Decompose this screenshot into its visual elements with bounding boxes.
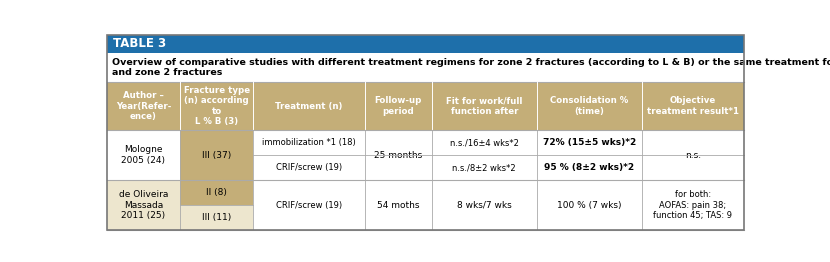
Text: and zone 2 fractures: and zone 2 fractures xyxy=(111,68,222,77)
Bar xyxy=(107,82,744,130)
Text: n.s.: n.s. xyxy=(685,151,701,160)
Text: II (8): II (8) xyxy=(207,188,227,197)
Bar xyxy=(365,180,432,230)
Bar xyxy=(432,180,537,230)
Bar xyxy=(107,130,180,180)
Bar xyxy=(253,180,365,230)
Bar xyxy=(180,180,253,205)
Text: Fit for work/full
function after: Fit for work/full function after xyxy=(446,96,523,116)
Text: Overview of comparative studies with different treatment regimens for zone 2 fra: Overview of comparative studies with dif… xyxy=(111,58,830,67)
Text: immobilization *1 (18): immobilization *1 (18) xyxy=(262,138,356,147)
Text: de Oliveira
Massada
2011 (25): de Oliveira Massada 2011 (25) xyxy=(119,190,168,220)
Text: for both:
AOFAS: pain 38;
function 45; TAS: 9: for both: AOFAS: pain 38; function 45; T… xyxy=(653,190,732,220)
Bar xyxy=(642,130,744,180)
Text: n.s./16±4 wks*2: n.s./16±4 wks*2 xyxy=(450,138,519,147)
Bar xyxy=(365,130,432,180)
Text: 54 moths: 54 moths xyxy=(377,201,419,210)
Bar xyxy=(253,130,365,180)
Text: 8 wks/7 wks: 8 wks/7 wks xyxy=(457,201,511,210)
Text: Mologne
2005 (24): Mologne 2005 (24) xyxy=(121,145,165,165)
Text: Treatment (n): Treatment (n) xyxy=(276,102,343,111)
Text: 95 % (8±2 wks)*2: 95 % (8±2 wks)*2 xyxy=(544,163,634,172)
Text: III (37): III (37) xyxy=(203,151,232,160)
Bar xyxy=(537,130,642,180)
Text: CRIF/screw (19): CRIF/screw (19) xyxy=(276,201,342,210)
Text: Follow-up
period: Follow-up period xyxy=(374,96,422,116)
Bar xyxy=(642,180,744,230)
Text: n.s./8±2 wks*2: n.s./8±2 wks*2 xyxy=(452,163,516,172)
Bar xyxy=(537,180,642,230)
Text: 25 months: 25 months xyxy=(374,151,422,160)
Text: 72% (15±5 wks)*2: 72% (15±5 wks)*2 xyxy=(543,138,636,147)
Bar xyxy=(107,180,180,230)
Text: Fracture type
(n) according
to
L % B (3): Fracture type (n) according to L % B (3) xyxy=(183,86,250,126)
Text: Consolidation %
(time): Consolidation % (time) xyxy=(550,96,628,116)
Text: Author –
Year(Refer-
ence): Author – Year(Refer- ence) xyxy=(116,91,171,121)
Text: Objective
treatment result*1: Objective treatment result*1 xyxy=(647,96,739,116)
Bar xyxy=(432,130,537,180)
Text: CRIF/screw (19): CRIF/screw (19) xyxy=(276,163,342,172)
Text: TABLE 3: TABLE 3 xyxy=(113,37,166,50)
Text: 100 % (7 wks): 100 % (7 wks) xyxy=(557,201,622,210)
Bar xyxy=(180,205,253,230)
Bar xyxy=(107,53,744,82)
Bar xyxy=(107,35,744,53)
Text: III (11): III (11) xyxy=(203,213,232,222)
Bar xyxy=(180,130,253,180)
